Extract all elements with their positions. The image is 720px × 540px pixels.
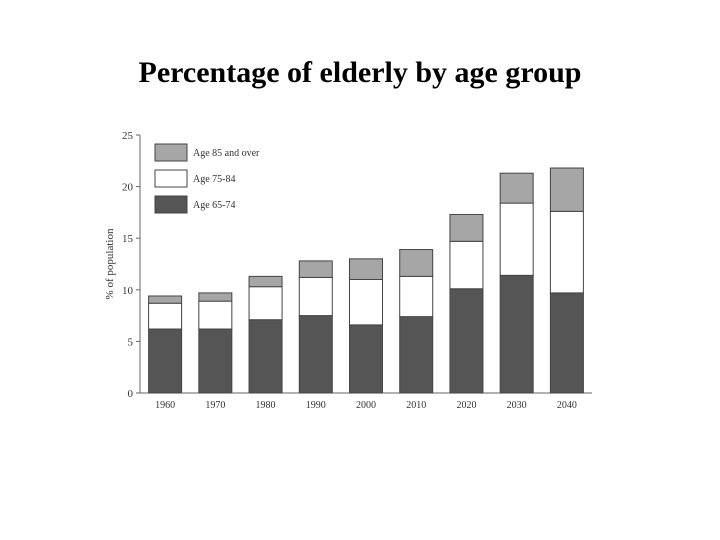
bar-segment bbox=[248, 319, 283, 394]
bar-segment bbox=[499, 172, 534, 204]
y-axis-label: % of population bbox=[104, 228, 116, 299]
bar-segment bbox=[148, 302, 183, 330]
x-tick-label: 1960 bbox=[155, 400, 175, 411]
bar-segment bbox=[449, 240, 484, 290]
bar-segment bbox=[148, 328, 183, 394]
x-tick-label: 1980 bbox=[256, 400, 276, 411]
bar-segment bbox=[449, 288, 484, 394]
bar-segment bbox=[198, 292, 233, 302]
y-tick-label: 0 bbox=[128, 388, 134, 400]
bar-segment bbox=[349, 258, 383, 280]
legend-label: Age 85 and over bbox=[193, 148, 260, 159]
x-tick-label: 2030 bbox=[507, 400, 527, 411]
x-tick-label: 2010 bbox=[406, 400, 426, 411]
bar-segment bbox=[399, 275, 434, 318]
y-tick-label: 10 bbox=[122, 285, 134, 297]
x-tick-label: 1990 bbox=[306, 400, 326, 411]
bar-segment bbox=[549, 292, 584, 394]
bar-segment bbox=[499, 274, 534, 394]
bar-segment bbox=[248, 286, 283, 321]
bar-segment bbox=[349, 278, 383, 326]
bar-segment bbox=[298, 260, 333, 278]
bar-segment bbox=[198, 300, 233, 330]
legend-swatch bbox=[154, 169, 188, 188]
x-tick-label: 2000 bbox=[356, 400, 376, 411]
legend-label: Age 75-84 bbox=[193, 174, 236, 185]
bar-segment bbox=[399, 316, 434, 394]
legend-swatch bbox=[154, 195, 188, 214]
bar-segment bbox=[499, 202, 534, 276]
chart-bars: 1960 1970 1980 1990 2000 2010 2020 2030 2040 bbox=[148, 167, 584, 411]
y-tick-label: 5 bbox=[128, 336, 134, 348]
bar-segment bbox=[549, 210, 584, 294]
legend-swatch bbox=[154, 143, 188, 162]
bar-segment bbox=[449, 213, 484, 242]
x-tick-label: 1970 bbox=[205, 400, 225, 411]
bar-segment bbox=[298, 276, 333, 317]
y-tick-label: 15 bbox=[122, 233, 134, 245]
x-tick-label: 2040 bbox=[557, 400, 577, 411]
legend-label: Age 65-74 bbox=[193, 200, 236, 211]
bar-segment bbox=[549, 167, 584, 212]
bar-segment bbox=[298, 315, 333, 394]
x-tick-label: 2020 bbox=[456, 400, 476, 411]
bar-segment bbox=[148, 295, 183, 304]
bar-segment bbox=[399, 249, 434, 277]
chart-legend: Age 85 and over Age 75-84 Age 65-74 bbox=[154, 143, 260, 214]
bar-segment bbox=[198, 328, 233, 394]
chart-title: Percentage of elderly by age group bbox=[138, 56, 582, 89]
y-tick-label: 20 bbox=[122, 182, 134, 194]
y-tick-label: 25 bbox=[122, 130, 134, 142]
bar-segment bbox=[248, 275, 283, 288]
bar-segment bbox=[349, 324, 383, 394]
